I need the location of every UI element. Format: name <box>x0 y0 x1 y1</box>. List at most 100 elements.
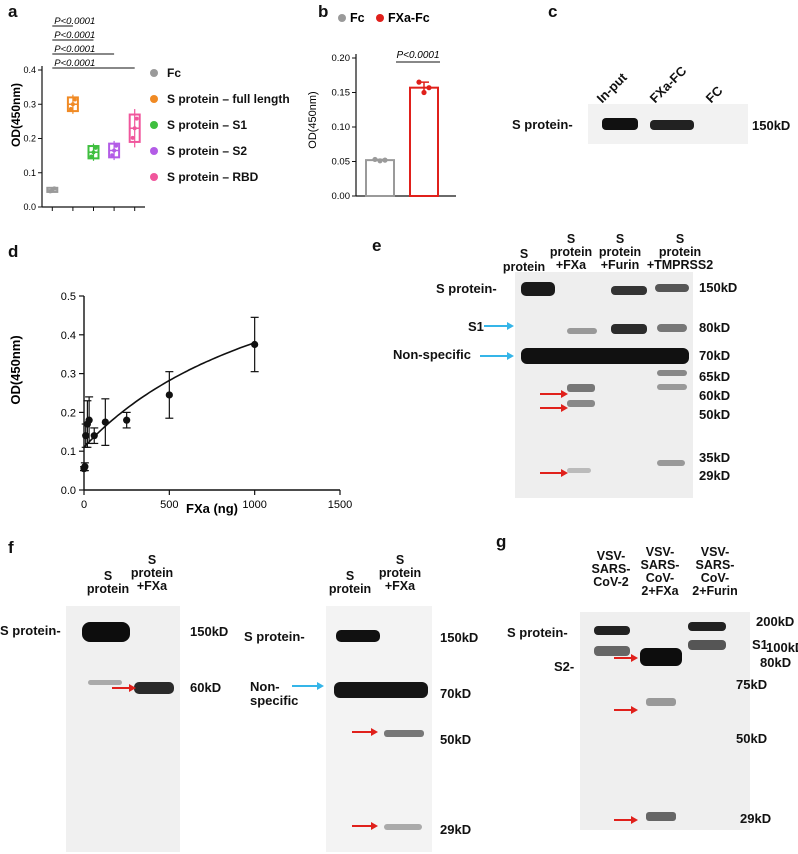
panel-e-blue-arrows <box>480 322 514 360</box>
panel-e-letter: e <box>372 236 382 255</box>
panel-c-band-input <box>602 118 638 130</box>
panel-b-legend-dot-fxa <box>376 14 384 22</box>
panel-b-ytick-label: 0.15 <box>332 88 351 99</box>
panel-a-ytick-label: 0.4 <box>23 65 36 75</box>
panel-a-legend-dot <box>150 147 158 155</box>
panel-g-marker-80: 80kD <box>760 655 792 670</box>
panel-a-ticks: 0.0 0.1 0.2 0.3 0.4 <box>23 65 42 212</box>
panel-a-legend-label: S protein – S2 <box>167 144 248 158</box>
panel-g-lane-1: VSV- SARS- CoV-2 <box>591 549 631 590</box>
panel-c-lane-fc: FC <box>702 83 726 106</box>
panel-a-legend-item: Fc <box>150 66 181 80</box>
panel-d-ytick-label: 0.3 <box>61 369 76 381</box>
panel-d-xtick-label: 1000 <box>242 499 266 511</box>
panel-b-point <box>421 89 427 96</box>
panel-f-right-marker-150: 150kD <box>440 630 479 645</box>
panel-a-legend-dot <box>150 173 158 181</box>
panel-a-legend-item: S protein – RBD <box>150 170 258 184</box>
panel-f-right-red-arrows <box>352 728 378 830</box>
panel-e-label-s1: S1 <box>468 319 484 334</box>
panel-e-lane-3: S protein +Furin <box>598 232 642 273</box>
panel-d-axis: 0.0 0.1 0.2 0.3 0.4 0.5 0 500 1000 1500 <box>61 291 353 511</box>
panel-b-pvalue: P<0.0001 <box>396 50 439 61</box>
panel-d-xlabel: FXa (ng) <box>186 501 238 516</box>
panel-c-band-label: S protein- <box>512 117 573 132</box>
panel-f-right-lane-1: S protein <box>328 569 372 597</box>
panel-f-right-marker-50: 50kD <box>440 732 472 747</box>
panel-f-right-blot <box>326 606 432 852</box>
panel-b-ytick-label: 0.05 <box>332 157 351 168</box>
panel-g-lane-3: VSV- SARS- CoV- 2+Furin <box>692 545 738 599</box>
panel-e-lane-2: S protein +FXa <box>549 232 593 273</box>
panel-e-lane-4: S protein +TMPRSS2 <box>646 232 714 273</box>
panel-d-point <box>251 340 259 349</box>
panel-f-right-blue-arrow <box>292 682 324 690</box>
panel-a-point <box>114 143 119 148</box>
panel-d-point <box>90 432 98 440</box>
panel-b-ytick-label: 0.20 <box>332 53 351 64</box>
panel-g-blot <box>580 612 750 830</box>
panel-d-ylabel: OD(450nm) <box>8 335 23 404</box>
panel-a-pvalue: P<0.0001 <box>54 16 95 27</box>
panel-b-bar <box>365 159 395 197</box>
panel-g-marker-200: 200kD <box>756 614 795 629</box>
panel-d-xtick-label: 500 <box>160 499 178 511</box>
panel-b-point <box>426 85 432 91</box>
panel-b-bar <box>409 86 439 197</box>
panel-b-ytick-label: 0.10 <box>332 122 351 133</box>
panel-b-ylabel: OD(450nm) <box>307 91 319 148</box>
panel-f-right-nonspecific: Non- specific <box>250 679 299 709</box>
panel-b-letter: b <box>318 2 329 21</box>
panel-a-pvalue: P<0.0001 <box>54 58 95 69</box>
panel-d-point <box>123 416 131 424</box>
panel-d-point <box>101 418 109 426</box>
panel-d-ytick-label: 0.4 <box>61 330 76 342</box>
panel-a-legend-item: S protein – full length <box>150 92 290 106</box>
panel-g-letter: g <box>496 532 507 551</box>
panel-c-marker: 150kD <box>752 118 791 133</box>
panel-a-point <box>132 126 137 131</box>
panel-a-point <box>134 116 139 121</box>
panel-a-point <box>91 150 96 155</box>
panel-b-chart: Fc FXa-Fc OD(450nm) 0.00 0.05 0.10 0.15 0.20… <box>307 11 456 202</box>
panel-b-point <box>377 158 383 164</box>
panel-e-marker-35: 35kD <box>699 450 731 465</box>
panel-e-label-sprotein: S protein- <box>436 281 497 296</box>
panel-g-marker-50: 50kD <box>736 731 768 746</box>
panel-g-label-sprotein: S protein- <box>507 625 568 640</box>
panel-d-ytick-label: 0.1 <box>61 446 76 458</box>
panel-d-xtick-label: 0 <box>81 499 87 511</box>
panel-f-left-red-arrow <box>112 684 136 692</box>
panel-a-boxes <box>46 94 141 211</box>
panel-f-left-marker-60: 60kD <box>190 680 222 695</box>
panel-g-marker-100: 100kD <box>766 640 798 655</box>
panel-f-right-marker-70: 70kD <box>440 686 472 701</box>
panel-a-ytick-label: 0.2 <box>23 134 36 144</box>
panel-d-point <box>82 432 90 440</box>
panel-e-marker-50: 50kD <box>699 407 731 422</box>
panel-a-ytick-label: 0.3 <box>23 99 36 109</box>
panel-f-left-marker-150: 150kD <box>190 624 229 639</box>
panel-a-legend-label: Fc <box>167 66 182 80</box>
panel-f-letter: f <box>8 538 14 557</box>
panel-a-legend-label: S protein – RBD <box>167 170 259 184</box>
panel-a-legend-dot <box>150 121 158 129</box>
panel-a-ytick-label: 0.0 <box>23 202 36 212</box>
panel-c-blot <box>588 104 748 144</box>
panel-a-letter: a <box>8 2 18 21</box>
panel-e-marker-29: 29kD <box>699 468 731 483</box>
panel-a-point <box>52 186 57 191</box>
panel-b-legend-fc: Fc <box>350 11 365 25</box>
panel-d-point <box>81 463 89 471</box>
panel-d-letter: d <box>8 242 19 261</box>
panel-e-label-nonspecific: Non-specific <box>393 347 472 362</box>
panel-c-lane-input: In-put <box>593 69 630 106</box>
panel-a-point <box>68 107 73 112</box>
panel-f-left-blot <box>66 606 180 852</box>
panel-e-red-arrows <box>540 390 568 477</box>
panel-a-legend-item: S protein – S2 <box>150 144 247 158</box>
panel-g-lane-2: VSV- SARS- CoV- 2+FXa <box>640 545 680 599</box>
panel-f-left-band-label: S protein- <box>0 623 61 638</box>
panel-a-pvalue: P<0.0001 <box>54 30 95 41</box>
panel-a-point <box>93 145 98 150</box>
